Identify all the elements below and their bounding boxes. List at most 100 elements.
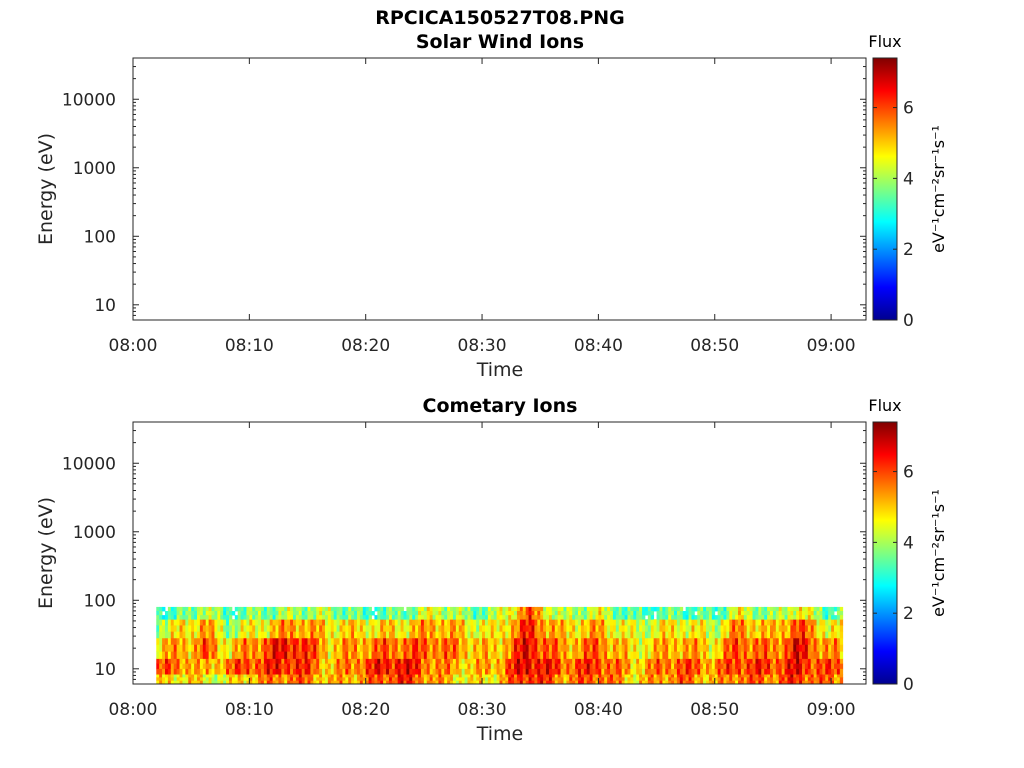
heatmap-cell	[793, 631, 797, 639]
heatmap-cell	[668, 625, 672, 633]
heatmap-cell	[758, 625, 762, 633]
heatmap-cell	[479, 625, 483, 633]
heatmap-cell	[560, 677, 564, 682]
heatmap-cell	[778, 651, 783, 659]
colorbar-tick-label: 2	[903, 604, 914, 624]
heatmap-cell	[682, 651, 687, 659]
heatmap-cell	[519, 663, 524, 670]
heatmap-cell	[604, 644, 608, 653]
heatmap-cell	[729, 625, 733, 633]
heatmap-cell	[196, 658, 201, 665]
heatmap-cell	[772, 651, 777, 659]
heatmap-cell	[691, 615, 695, 620]
heatmap-cell	[802, 625, 806, 633]
heatmap-cell	[438, 625, 442, 633]
heatmap-cell	[647, 615, 652, 620]
heatmap-cell	[208, 606, 212, 612]
heatmap-cell	[269, 651, 274, 659]
heatmap-cell	[496, 677, 500, 682]
heatmap-cell	[612, 644, 617, 653]
heatmap-cell	[470, 651, 474, 659]
heatmap-cell	[740, 651, 745, 659]
heatmap-cell	[173, 631, 178, 639]
heatmap-cell	[528, 680, 532, 684]
heatmap-cell	[298, 677, 303, 682]
heatmap-cell	[671, 658, 675, 665]
x-tick-label: 08:20	[341, 700, 390, 720]
heatmap-cell	[700, 663, 704, 670]
heatmap-cell	[653, 625, 657, 633]
heatmap-cell	[377, 644, 381, 653]
heatmap-cell	[822, 680, 826, 684]
heatmap-cell	[604, 619, 608, 626]
heatmap-cell	[400, 677, 404, 682]
heatmap-cell	[569, 651, 573, 659]
heatmap-cell	[301, 651, 306, 659]
heatmap-cell	[546, 611, 550, 616]
heatmap-cell	[674, 658, 678, 665]
heatmap-cell	[330, 631, 335, 639]
heatmap-cell	[644, 611, 649, 616]
heatmap-cell	[388, 663, 393, 670]
heatmap-cell	[688, 663, 692, 670]
heatmap-cell	[196, 619, 201, 626]
heatmap-cell	[339, 677, 343, 682]
heatmap-cell	[787, 619, 791, 626]
heatmap-cell	[810, 619, 815, 626]
heatmap-cell	[284, 606, 288, 612]
heatmap-cell	[822, 606, 826, 612]
heatmap-cell	[438, 663, 442, 670]
heatmap-cell	[610, 663, 614, 670]
heatmap-cell	[423, 677, 428, 682]
heatmap-cell	[165, 680, 169, 684]
heatmap-cell	[191, 615, 195, 620]
heatmap-cell	[426, 631, 431, 639]
heatmap-cell	[269, 644, 274, 653]
heatmap-cell	[540, 631, 544, 639]
heatmap-cell	[263, 619, 268, 626]
heatmap-cell	[348, 651, 352, 659]
heatmap-cell	[330, 677, 335, 682]
heatmap-cell	[182, 637, 186, 646]
heatmap-cell	[310, 625, 314, 633]
heatmap-cell	[653, 674, 657, 678]
colorbar-tick-label: 6	[903, 463, 914, 483]
heatmap-cell	[313, 677, 317, 682]
heatmap-cell	[551, 637, 556, 646]
heatmap-cell	[583, 651, 588, 659]
heatmap-cell	[319, 674, 323, 678]
heatmap-cell	[356, 680, 361, 684]
heatmap-cell	[799, 619, 803, 626]
heatmap-cell	[432, 615, 436, 620]
heatmap-cell	[255, 631, 259, 639]
heatmap-cell	[188, 619, 192, 626]
heatmap-cell	[688, 615, 692, 620]
heatmap-cell	[732, 625, 736, 633]
heatmap-cell	[260, 637, 265, 646]
heatmap-cell	[772, 625, 777, 633]
heatmap-cell	[324, 644, 329, 653]
heatmap-cell	[406, 625, 410, 633]
heatmap-cell	[438, 651, 442, 659]
heatmap-cell	[179, 668, 183, 675]
heatmap-cell	[706, 637, 710, 646]
heatmap-cell	[595, 606, 599, 612]
heatmap-cell	[557, 637, 561, 646]
heatmap-cell	[167, 606, 172, 612]
heatmap-cell	[159, 658, 163, 665]
heatmap-cell	[362, 606, 367, 612]
heatmap-cell	[290, 658, 294, 665]
heatmap-cell	[636, 680, 640, 684]
heatmap-cell	[167, 615, 172, 620]
heatmap-cell	[807, 677, 812, 682]
heatmap-cell	[278, 668, 282, 675]
heatmap-cell	[447, 611, 451, 616]
heatmap-cell	[301, 658, 306, 665]
heatmap-cell	[656, 651, 660, 659]
panel-title: Solar Wind Ions	[416, 31, 584, 53]
heatmap-cell	[252, 619, 256, 626]
heatmap-cell	[394, 631, 399, 639]
heatmap-cell	[583, 637, 588, 646]
heatmap-cell	[316, 651, 320, 659]
heatmap-cell	[674, 619, 678, 626]
